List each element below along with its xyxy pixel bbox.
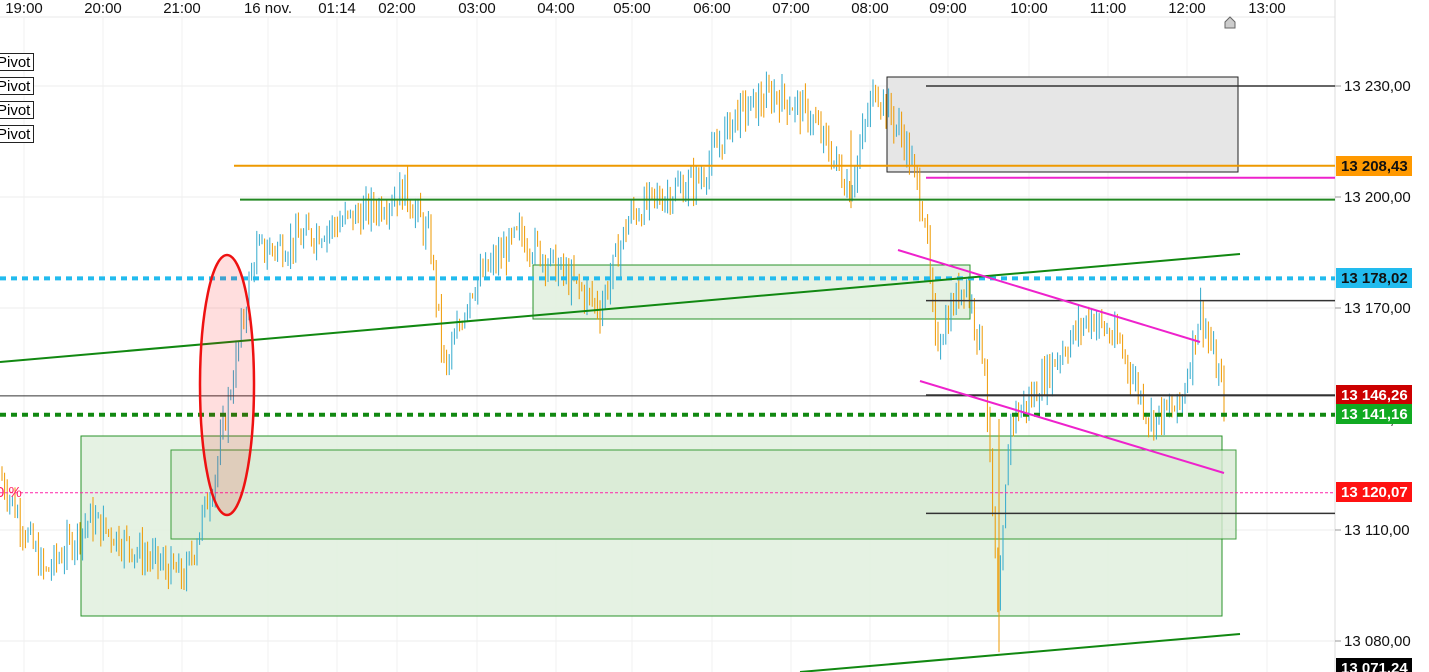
- price-badge-label: 13 071,24: [1341, 660, 1408, 672]
- time-tick-label: 05:00: [613, 0, 651, 17]
- price-tick-label: 13 170,00: [1344, 300, 1411, 317]
- price-badge: [1336, 156, 1412, 176]
- legend-pivot-cyan[interactable]: Pivot: [0, 53, 34, 71]
- time-tick-label: 03:00: [458, 0, 496, 17]
- price-badge-label: 13 141,16: [1341, 406, 1408, 423]
- legend-pivot-black[interactable]: Pivot: [0, 125, 34, 143]
- resistance-box: [886, 76, 1239, 173]
- time-tick-label: 09:00: [929, 0, 967, 17]
- time-axis: 19:00 20:00 21:00 16 nov. 01:14 02:00 03:00 04:…: [5, 0, 1286, 17]
- legend-pivot-green[interactable]: Pivot: [0, 101, 34, 119]
- time-tick-label: 04:00: [537, 0, 575, 17]
- time-tick-label: 16 nov.: [244, 0, 292, 17]
- price-badge-label: 13 208,43: [1341, 158, 1408, 175]
- overlays: [0, 85, 1335, 672]
- consolidation-zone: [532, 264, 971, 320]
- time-tick-label: 08:00: [851, 0, 889, 17]
- price-badges: 13 208,43 13 178,02 13 146,26 13 141,16 13 1…: [1336, 156, 1412, 672]
- time-tick-label: 19:00: [5, 0, 43, 17]
- zones: [80, 76, 1239, 617]
- demand-zone-inner: [170, 449, 1237, 540]
- uptrend-line-upper: [0, 253, 1241, 363]
- time-tick-label: 13:00: [1248, 0, 1286, 17]
- price-tick-label: 13 200,00: [1344, 189, 1411, 206]
- legend-label: Pivot: [0, 78, 31, 95]
- time-tick-label: 11:00: [1090, 0, 1126, 17]
- price-badge: [1336, 482, 1412, 502]
- highlight-ellipse: [198, 253, 256, 517]
- time-tick-label: 10:00: [1010, 0, 1048, 17]
- time-tick-label: 02:00: [378, 0, 416, 17]
- price-badge: [1336, 404, 1412, 424]
- time-tick-label: 20:00: [84, 0, 122, 17]
- channel-line-upper: [897, 249, 1201, 343]
- channel-line-lower: [919, 380, 1225, 474]
- price-tick-label: 13 230,00: [1344, 78, 1411, 95]
- time-tick-label: 12:00: [1168, 0, 1206, 17]
- time-tick-label: 06:00: [693, 0, 731, 17]
- price-tick-label: 13 110,00: [1344, 522, 1410, 539]
- legend-label: Pivot: [0, 126, 31, 143]
- time-tick-label: 21:00: [163, 0, 201, 17]
- time-tick-label: 01:14: [318, 0, 356, 17]
- price-badge-label: 13 120,07: [1341, 484, 1408, 501]
- legend-label: Pivot: [0, 54, 31, 71]
- legend-pivot-orange[interactable]: Pivot: [0, 77, 34, 95]
- price-badge: [1336, 658, 1412, 672]
- fibonacci-percent-label: 0 %: [0, 484, 22, 501]
- price-tick-label: 13 080,00: [1344, 633, 1411, 650]
- uptrend-line-lower: [799, 633, 1241, 672]
- legend-label: Pivot: [0, 102, 31, 119]
- price-badge: [1336, 268, 1412, 288]
- price-badge-label: 13 178,02: [1341, 270, 1408, 287]
- home-scroll-icon[interactable]: [1224, 16, 1236, 29]
- price-badge-label: 13 146,26: [1341, 387, 1408, 404]
- time-tick-label: 07:00: [772, 0, 810, 17]
- price-badge: [1336, 385, 1412, 405]
- time-axis-band: [0, 0, 1335, 17]
